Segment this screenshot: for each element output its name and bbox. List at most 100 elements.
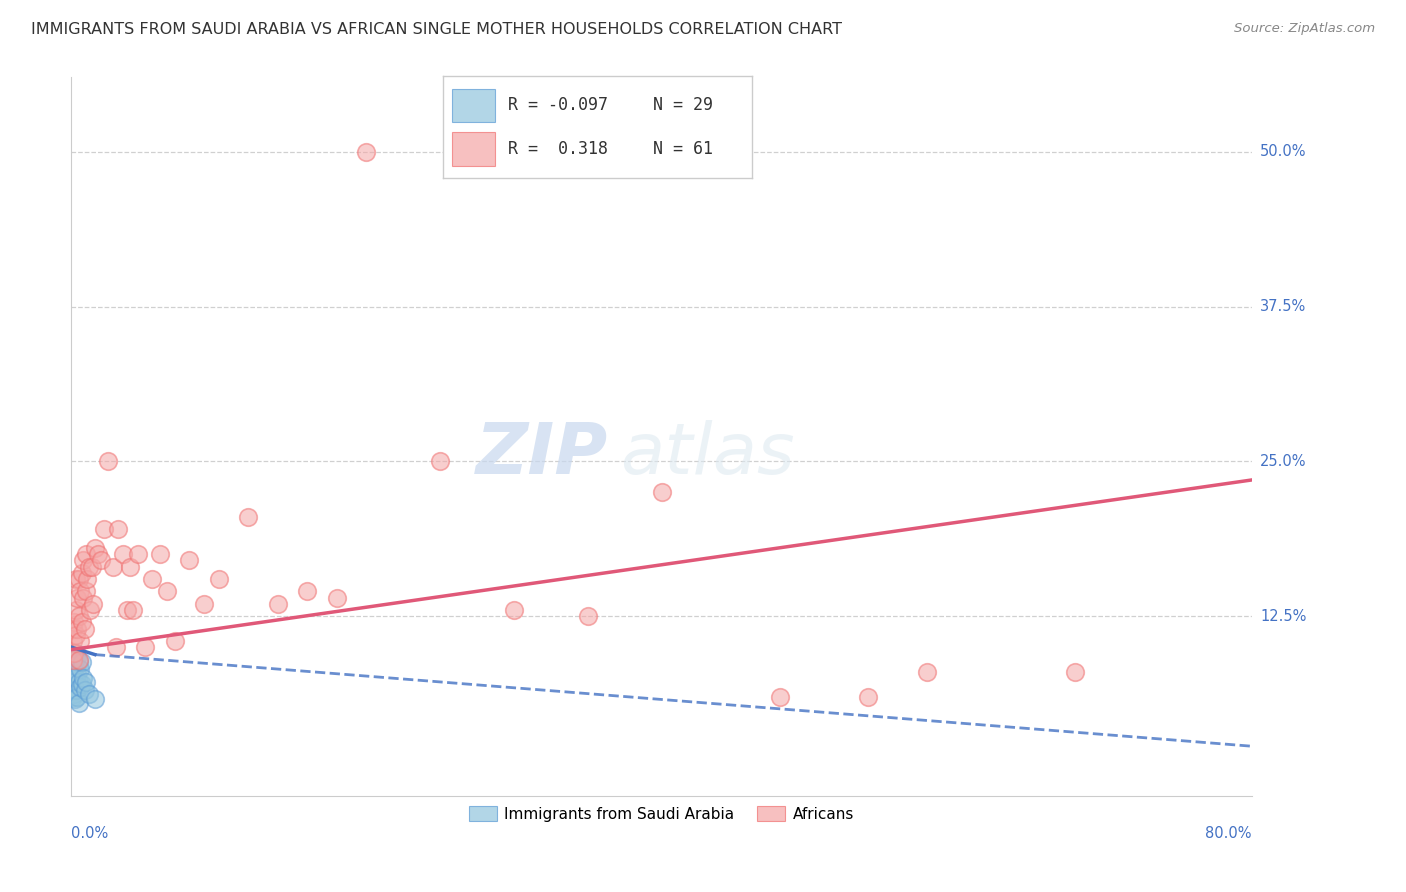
Text: IMMIGRANTS FROM SAUDI ARABIA VS AFRICAN SINGLE MOTHER HOUSEHOLDS CORRELATION CHA: IMMIGRANTS FROM SAUDI ARABIA VS AFRICAN … [31, 22, 842, 37]
Point [101, 559, 124, 574]
Point [62, 677, 84, 691]
Point [127, 547, 149, 561]
Text: 37.5%: 37.5% [1260, 299, 1306, 314]
Point [82, 597, 104, 611]
Point [65, 646, 87, 660]
Text: 0.0%: 0.0% [72, 826, 108, 841]
Point [73, 622, 96, 636]
Point [72, 591, 94, 605]
Point [62, 622, 84, 636]
Point [80, 559, 103, 574]
Point [73, 683, 96, 698]
Text: atlas: atlas [620, 420, 794, 489]
Text: ZIP: ZIP [477, 420, 609, 489]
Point [66, 690, 89, 704]
Point [67, 696, 90, 710]
Point [66, 622, 89, 636]
Point [83, 692, 105, 706]
Point [65, 683, 87, 698]
Point [503, 603, 526, 617]
Point [93, 523, 115, 537]
Point [67, 572, 90, 586]
Point [63, 615, 86, 630]
Point [238, 510, 260, 524]
Point [69, 584, 91, 599]
Point [65, 671, 87, 685]
Point [66, 591, 89, 605]
Text: R =  0.318: R = 0.318 [508, 140, 607, 158]
Point [62, 671, 84, 685]
Point [63, 652, 86, 666]
Point [117, 603, 139, 617]
Point [62, 652, 84, 666]
Point [79, 603, 101, 617]
Point [62, 634, 84, 648]
Point [65, 603, 87, 617]
Point [356, 145, 378, 159]
Point [90, 553, 112, 567]
Point [72, 671, 94, 685]
Point [87, 547, 110, 561]
Point [63, 646, 86, 660]
Point [75, 584, 97, 599]
Point [67, 674, 90, 689]
Point [65, 658, 87, 673]
Point [156, 584, 179, 599]
Point [69, 662, 91, 676]
Point [163, 634, 186, 648]
Point [75, 547, 97, 561]
Text: N = 29: N = 29 [654, 96, 713, 114]
Point [62, 665, 84, 679]
Point [63, 674, 86, 689]
Point [70, 655, 93, 669]
Point [111, 547, 134, 561]
Point [107, 523, 129, 537]
Point [66, 650, 89, 665]
Point [70, 566, 93, 580]
Point [66, 667, 89, 681]
Point [429, 454, 451, 468]
Point [70, 677, 93, 691]
Text: Source: ZipAtlas.com: Source: ZipAtlas.com [1234, 22, 1375, 36]
Point [67, 655, 90, 669]
Point [856, 690, 879, 704]
Point [915, 665, 938, 679]
Point [149, 547, 172, 561]
Point [69, 634, 91, 648]
Point [72, 553, 94, 567]
Point [97, 454, 120, 468]
Point [1063, 665, 1085, 679]
Point [77, 687, 100, 701]
Point [267, 597, 290, 611]
Text: 80.0%: 80.0% [1205, 826, 1251, 841]
Point [141, 572, 163, 586]
Point [63, 658, 86, 673]
Point [65, 572, 87, 586]
Point [193, 597, 215, 611]
Point [75, 674, 97, 689]
Point [134, 640, 156, 654]
Text: 50.0%: 50.0% [1260, 145, 1306, 160]
Text: R = -0.097: R = -0.097 [508, 96, 607, 114]
Text: 12.5%: 12.5% [1260, 608, 1306, 624]
Point [297, 584, 319, 599]
Text: 25.0%: 25.0% [1260, 454, 1306, 469]
Point [67, 609, 90, 624]
Point [120, 559, 142, 574]
Point [65, 628, 87, 642]
Legend: Immigrants from Saudi Arabia, Africans: Immigrants from Saudi Arabia, Africans [463, 799, 860, 828]
Point [179, 553, 201, 567]
Point [651, 485, 673, 500]
Point [83, 541, 105, 555]
Point [576, 609, 599, 624]
Bar [453, 132, 495, 166]
Point [62, 690, 84, 704]
Point [104, 640, 127, 654]
Point [77, 559, 100, 574]
Point [69, 680, 91, 694]
Point [768, 690, 790, 704]
Point [208, 572, 231, 586]
Point [122, 603, 145, 617]
Point [63, 687, 86, 701]
Point [60, 683, 83, 698]
